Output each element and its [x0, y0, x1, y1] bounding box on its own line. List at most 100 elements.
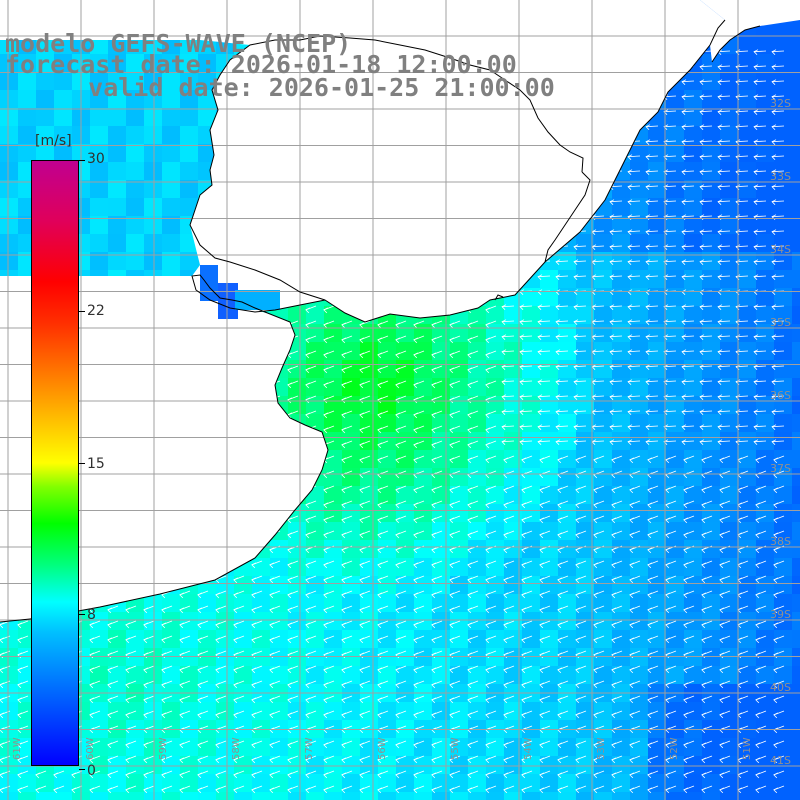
wind-arrow: [610, 260, 623, 263]
wind-speed-cell: [144, 594, 162, 612]
wind-speed-cell: [198, 756, 216, 774]
wind-arrow-head: [269, 592, 275, 599]
wind-arrow: [700, 140, 713, 143]
wind-arrow-head: [269, 577, 275, 584]
wind-speed-cell: [558, 666, 576, 684]
wind-speed-cell: [144, 144, 162, 162]
wind-speed-cell: [630, 504, 648, 522]
wind-arrow-head: [449, 367, 455, 374]
wind-speed-cell: [162, 252, 180, 270]
wind-arrow-head: [269, 337, 275, 344]
wind-arrow-head: [753, 259, 759, 265]
wind-arrow-head: [629, 787, 635, 794]
wind-arrow-head: [233, 577, 239, 584]
wind-arrow: [610, 380, 623, 383]
wind-arrow-head: [537, 394, 543, 400]
wind-arrow-head: [395, 547, 401, 554]
wind-arrow: [502, 110, 515, 113]
wind-speed-cell: [324, 558, 342, 576]
wind-speed-cell: [432, 774, 450, 792]
wind-speed-cell: [126, 198, 144, 216]
wind-arrow-head: [557, 457, 563, 464]
wind-arrow: [520, 410, 533, 413]
wind-speed-cell: [504, 468, 522, 486]
wind-speed-cell: [684, 792, 702, 800]
wind-arrow: [520, 170, 533, 173]
wind-arrow-head: [647, 592, 653, 599]
wind-arrow-head: [537, 244, 543, 250]
wind-arrow-head: [773, 667, 779, 674]
wind-arrow: [592, 215, 605, 218]
wind-arrow-head: [753, 409, 759, 415]
wind-speed-cell: [792, 666, 800, 684]
wind-arrow-head: [323, 637, 329, 644]
wind-arrow-head: [413, 577, 419, 584]
wind-arrow: [502, 440, 515, 443]
wind-arrow: [718, 335, 731, 338]
wind-speed-cell: [306, 576, 324, 594]
wind-speed-cell: [378, 594, 396, 612]
wind-arrow-head: [575, 457, 581, 464]
wind-arrow-head: [755, 742, 761, 749]
wind-arrow-head: [359, 517, 365, 524]
wind-speed-cell: [108, 216, 126, 234]
wind-arrow-head: [537, 409, 543, 415]
wind-arrow: [556, 305, 569, 308]
wind-speed-cell: [540, 450, 558, 468]
wind-speed-cell: [522, 594, 540, 612]
wind-arrow: [502, 200, 515, 203]
wind-arrow-head: [269, 427, 275, 434]
wind-arrow-head: [395, 697, 401, 704]
wind-arrow-head: [377, 622, 383, 629]
wind-speed-cell: [18, 144, 36, 162]
title-model: modelo GEFS-WAVE (NCEP): [5, 29, 352, 58]
wind-arrow: [700, 245, 713, 248]
wind-arrow-head: [17, 667, 23, 674]
wind-arrow-head: [645, 364, 651, 370]
wind-arrow: [610, 245, 623, 248]
wind-speed-cell: [126, 792, 144, 800]
wind-arrow-head: [627, 94, 633, 100]
wind-arrow-head: [359, 577, 365, 584]
wind-speed-cell: [558, 486, 576, 504]
wind-speed-cell: [774, 738, 792, 756]
wind-speed-cell: [702, 594, 720, 612]
wind-arrow-head: [449, 517, 455, 524]
wind-speed-cell: [504, 306, 522, 324]
wind-arrow-head: [645, 109, 651, 115]
wind-speed-cell: [504, 792, 522, 800]
wind-speed-cell: [252, 594, 270, 612]
wind-arrow-head: [665, 562, 671, 569]
wind-speed-cell: [792, 612, 800, 630]
wind-arrow: [502, 425, 515, 428]
wind-arrow: [646, 65, 659, 68]
wind-arrow-head: [719, 712, 725, 719]
wind-arrow-head: [575, 637, 581, 644]
wind-arrow-head: [143, 772, 149, 779]
wind-arrow: [682, 125, 695, 128]
wind-arrow-head: [753, 439, 759, 445]
wind-arrow-head: [485, 547, 491, 554]
wind-speed-cell: [666, 234, 684, 252]
wind-arrow-head: [485, 352, 491, 359]
wind-arrow-head: [269, 712, 275, 719]
wind-arrow: [646, 125, 659, 128]
wind-arrow: [502, 155, 515, 158]
wind-speed-cell: [378, 792, 396, 800]
wind-speed-cell: [54, 126, 72, 144]
wind-arrow-head: [717, 319, 723, 325]
wind-arrow-head: [395, 322, 401, 329]
wind-arrow-head: [179, 742, 185, 749]
wind-speed-cell: [612, 486, 630, 504]
wind-arrow-head: [537, 109, 543, 115]
wind-speed-cell: [198, 108, 216, 126]
wind-arrow-head: [161, 712, 167, 719]
wind-arrow: [538, 140, 551, 143]
wind-arrow-head: [645, 349, 651, 355]
wind-arrow-head: [431, 742, 437, 749]
wind-speed-cell: [792, 126, 800, 144]
wind-speed-cell: [630, 180, 648, 198]
wind-speed-cell: [360, 468, 378, 486]
wind-arrow-head: [753, 94, 759, 100]
wind-arrow-head: [539, 502, 545, 509]
